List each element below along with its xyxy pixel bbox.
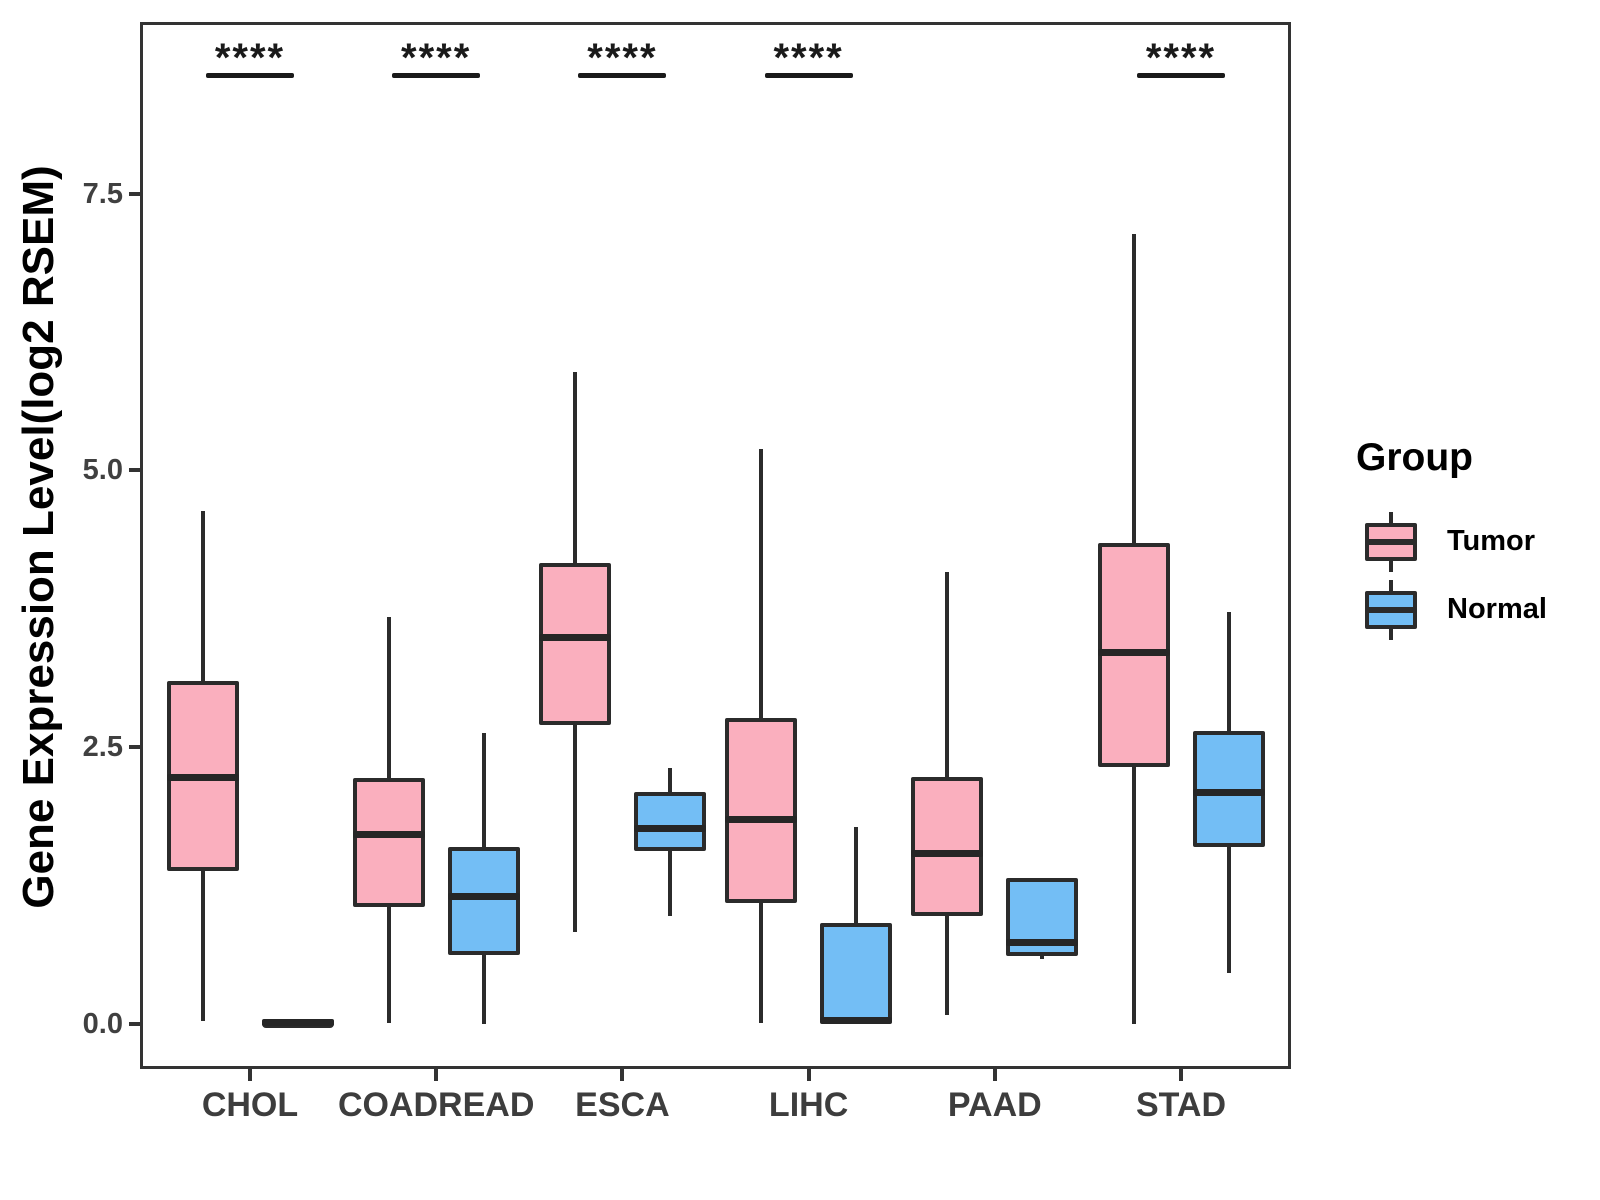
- significance-bar-stad: [1137, 73, 1225, 78]
- significance-bar-lihc: [764, 73, 853, 78]
- legend-label-normal: Normal: [1447, 593, 1547, 625]
- x-tick-label-stad: STAD: [1135, 1086, 1227, 1124]
- legend-label-tumor: Tumor: [1447, 525, 1536, 557]
- median-tumor-stad: [1097, 649, 1170, 657]
- x-axis-tick: [992, 1069, 997, 1081]
- legend-key-tumor: [1365, 512, 1417, 572]
- box-normal-coadread: [447, 846, 520, 955]
- x-axis-tick: [434, 1069, 439, 1081]
- significance-bar-coadread: [392, 73, 481, 78]
- significance-bar-chol: [206, 73, 294, 78]
- x-axis-tick: [806, 1069, 811, 1081]
- box-tumor-coadread: [352, 777, 425, 908]
- y-tick-label: 0.0: [82, 1007, 123, 1040]
- x-tick-label-paad: PAAD: [947, 1086, 1042, 1124]
- y-axis-tick: [129, 191, 140, 196]
- box-tumor-paad: [911, 776, 984, 917]
- legend-key-normal: [1365, 580, 1417, 640]
- box-tumor-esca: [538, 563, 611, 725]
- legend-key-median: [1365, 539, 1417, 545]
- median-tumor-esca: [538, 633, 611, 641]
- significance-stars-lihc: ****: [773, 36, 844, 80]
- x-tick-label-esca: ESCA: [575, 1086, 670, 1124]
- median-normal-esca: [633, 825, 706, 833]
- y-axis-tick: [129, 468, 140, 473]
- significance-bar-esca: [578, 73, 667, 78]
- x-tick-label-coadread: COADREAD: [337, 1086, 535, 1124]
- median-normal-paad: [1006, 939, 1079, 947]
- y-tick-label: 2.5: [82, 730, 123, 763]
- median-tumor-lihc: [725, 816, 798, 824]
- y-tick-label: 7.5: [82, 177, 123, 210]
- box-normal-lihc: [820, 922, 893, 1023]
- significance-stars-coadread: ****: [401, 36, 472, 80]
- median-tumor-coadread: [352, 830, 425, 838]
- x-tick-label-lihc: LIHC: [768, 1086, 849, 1124]
- significance-stars-stad: ****: [1145, 36, 1217, 80]
- y-axis-title: Gene Expression Level(log2 RSEM): [14, 165, 63, 909]
- legend-key-median: [1365, 607, 1417, 613]
- median-tumor-paad: [911, 849, 984, 857]
- y-tick-label: 5.0: [82, 454, 123, 487]
- box-tumor-lihc: [725, 718, 798, 903]
- x-axis-tick: [248, 1069, 252, 1081]
- median-normal-lihc: [820, 1016, 893, 1024]
- legend-title: Group: [1356, 436, 1473, 479]
- median-tumor-chol: [166, 774, 239, 782]
- significance-stars-esca: ****: [587, 36, 658, 80]
- median-normal-chol: [261, 1019, 334, 1027]
- median-normal-stad: [1192, 788, 1265, 796]
- x-axis-tick: [1179, 1069, 1183, 1081]
- y-axis-tick: [129, 744, 140, 749]
- median-normal-coadread: [447, 892, 520, 900]
- significance-stars-chol: ****: [214, 36, 286, 80]
- x-tick-label-chol: CHOL: [201, 1086, 299, 1124]
- y-axis-tick: [129, 1021, 140, 1026]
- x-axis-tick: [620, 1069, 625, 1081]
- box-normal-esca: [633, 792, 706, 851]
